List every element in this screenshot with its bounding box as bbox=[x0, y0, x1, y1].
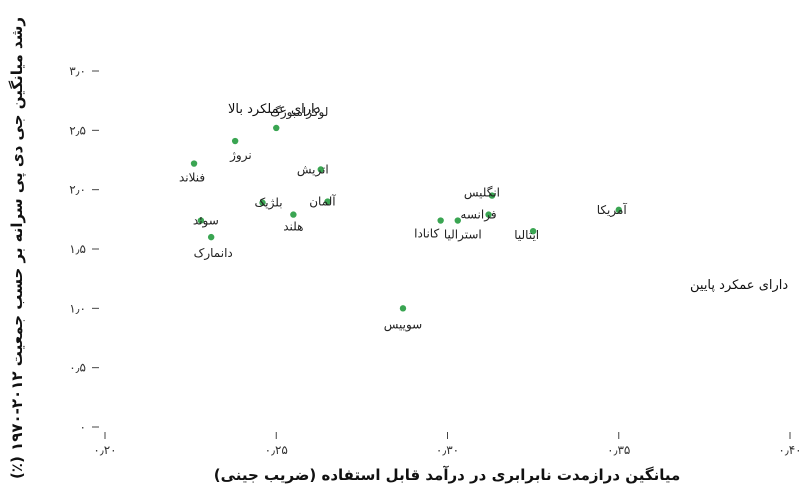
data-point-label: انگلیس bbox=[464, 186, 500, 201]
data-point-label: آلمان bbox=[309, 194, 336, 209]
data-point-label: فرانسه bbox=[460, 208, 496, 223]
data-point bbox=[190, 160, 198, 167]
data-point-label: سوئد bbox=[193, 214, 219, 229]
x-tick-label: ۰٫۳۵ bbox=[607, 443, 630, 457]
high-performance-annotation: دارای عملکرد بالا bbox=[228, 102, 321, 117]
data-point-label: دانمارک bbox=[194, 246, 233, 261]
y-tick-label: ۱٫۰ bbox=[69, 301, 86, 315]
data-point bbox=[488, 192, 496, 199]
x-tick-label: ۰٫۲۰ bbox=[93, 443, 116, 457]
data-point bbox=[231, 137, 239, 145]
data-point-label: لوکزامبورگ bbox=[270, 105, 328, 120]
y-axis-title: رشد میانگین جی دی پی سرانه بر حسب جمعیت … bbox=[8, 17, 27, 479]
data-point bbox=[454, 217, 461, 224]
data-point-label: اتریش bbox=[297, 162, 329, 177]
data-point bbox=[273, 124, 280, 132]
y-tick-label: ۰٫۵ bbox=[69, 361, 86, 375]
data-point-label: سوییس bbox=[384, 317, 423, 332]
y-tick-label: ۰ bbox=[80, 420, 86, 434]
x-tick-label: ۰٫۲۵ bbox=[265, 443, 288, 457]
x-tick-label: ۰٫۴۰ bbox=[778, 443, 801, 457]
y-tick-label: ۲٫۰ bbox=[69, 183, 86, 197]
x-axis-title: میانگین درازمدت نابرابری در درآمد قابل ا… bbox=[214, 466, 681, 484]
data-point bbox=[529, 228, 537, 235]
data-point bbox=[399, 305, 407, 312]
data-point bbox=[207, 233, 215, 241]
data-point-label: آمریکا bbox=[597, 202, 628, 218]
data-point bbox=[290, 211, 297, 218]
data-point-label: فنلاند bbox=[179, 171, 205, 185]
y-tick-label: ۱٫۵ bbox=[69, 242, 86, 256]
data-point bbox=[437, 217, 444, 224]
data-point bbox=[317, 166, 324, 173]
y-tick-label: ۲٫۵ bbox=[69, 123, 86, 137]
data-point bbox=[324, 198, 331, 205]
low-performance-annotation: دارای عمکرد پایین bbox=[690, 278, 788, 293]
data-point bbox=[485, 211, 492, 218]
data-point-label: استرالیا bbox=[444, 228, 482, 243]
data-point bbox=[615, 206, 622, 214]
data-point-label: نروژ bbox=[229, 148, 252, 163]
data-point bbox=[197, 217, 205, 224]
data-point-label: کانادا bbox=[414, 227, 439, 241]
y-tick-label: ۳٫۰ bbox=[69, 64, 86, 78]
x-tick-label: ۰٫۳۰ bbox=[436, 443, 459, 457]
data-point-label: ایتالیا bbox=[514, 228, 539, 242]
data-point-label: بلژیک bbox=[255, 196, 283, 211]
data-point bbox=[259, 199, 266, 206]
data-point-label: هلند bbox=[283, 220, 303, 234]
